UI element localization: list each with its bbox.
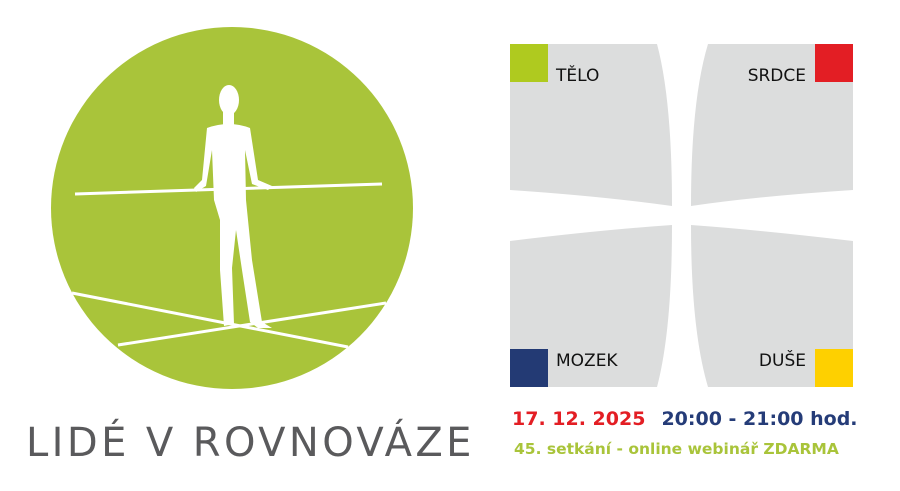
- quadrant-srdce: [691, 44, 853, 206]
- quadrant-telo: [510, 44, 672, 206]
- event-time: 20:00 - 21:00 hod.: [661, 408, 858, 430]
- quadrant-diagram: [510, 44, 853, 387]
- event-date: 17. 12. 2025: [512, 408, 646, 430]
- mozek-color-square: [510, 349, 548, 387]
- event-description: 45. setkání - online webinář ZDARMA: [514, 440, 839, 458]
- srdce-color-square: [815, 44, 853, 82]
- walker-figure-icon: [194, 85, 272, 328]
- event-datetime: 17. 12. 2025 20:00 - 21:00 hod.: [512, 408, 858, 430]
- label-srdce: SRDCE: [747, 66, 806, 86]
- logo-emblem: [51, 27, 413, 389]
- label-mozek: MOZEK: [556, 351, 618, 371]
- brand-name: LIDÉ V ROVNOVÁZE: [26, 420, 475, 466]
- quadrant-duse: [691, 225, 853, 387]
- telo-color-square: [510, 44, 548, 82]
- quadrant-mozek: [510, 225, 672, 387]
- label-telo: TĚLO: [556, 66, 600, 86]
- label-duse: DUŠE: [758, 351, 806, 371]
- duse-color-square: [815, 349, 853, 387]
